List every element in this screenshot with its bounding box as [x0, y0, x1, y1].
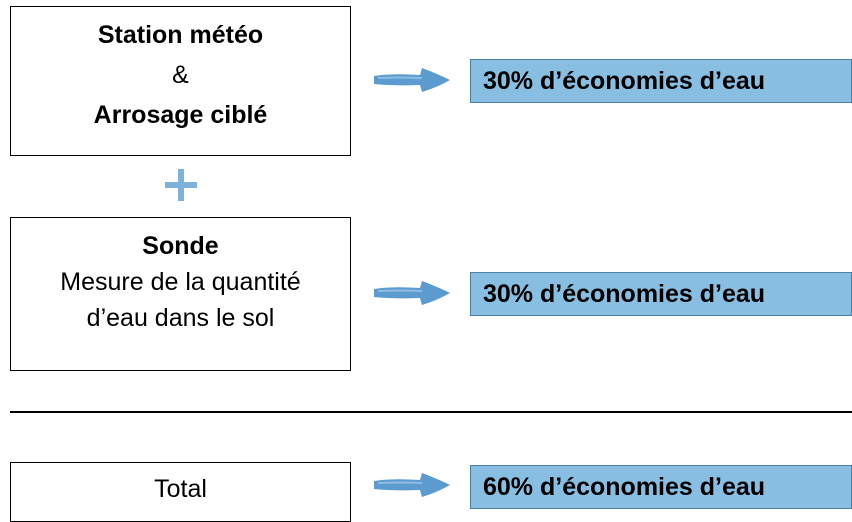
arrow-right-icon	[374, 281, 450, 305]
ampersand-connector: &	[172, 61, 189, 89]
soil-probe-title: Sonde	[142, 232, 219, 260]
soil-probe-desc-line2: d’eau dans le sol	[86, 304, 275, 332]
total-box: Total	[10, 462, 351, 522]
soil-probe-desc-line1: Mesure de la quantité	[60, 268, 301, 296]
result-badge-total: 60% d’économies d’eau	[470, 465, 852, 509]
total-label: Total	[154, 475, 207, 503]
weather-station-title: Station météo	[97, 21, 264, 49]
soil-probe-box: Sonde Mesure de la quantité d’eau dans l…	[10, 217, 351, 371]
arrow-right-icon	[374, 68, 450, 92]
result-badge-weather: 30% d’économies d’eau	[470, 59, 852, 103]
weather-station-box: Station météo & Arrosage ciblé	[10, 6, 351, 156]
divider-line	[10, 411, 852, 413]
targeted-watering-title: Arrosage ciblé	[93, 101, 268, 129]
arrow-right-icon	[374, 473, 450, 497]
result-badge-probe: 30% d’économies d’eau	[470, 272, 852, 316]
plus-icon	[165, 169, 197, 201]
